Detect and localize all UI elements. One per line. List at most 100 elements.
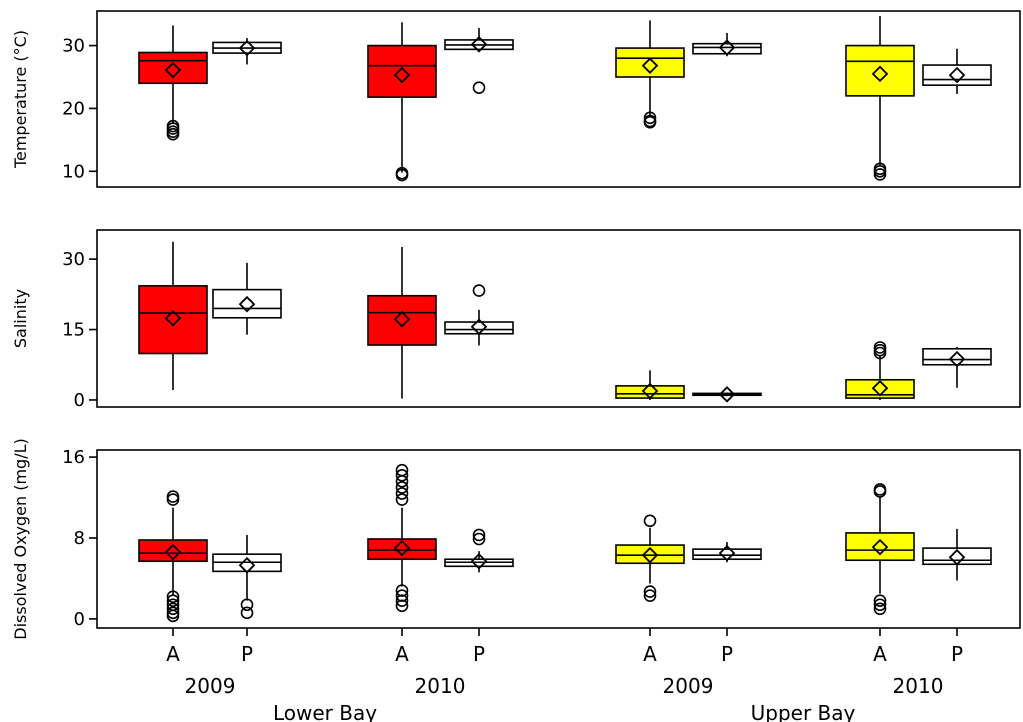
mean-marker [871,379,889,397]
x-category-label: P [473,642,485,666]
outlier-point [395,584,409,597]
outlier-point [472,284,486,297]
box-iqr [922,347,992,366]
mean-marker [718,386,736,403]
outlier-point [873,164,887,178]
panel-frame [96,449,1021,629]
outlier-point [873,168,887,181]
year-label: 2010 [415,674,466,698]
box-p-6 [692,33,762,57]
outlier-point [166,127,180,141]
y-axis-title: Dissolved Oxygen (mg/L) [11,438,30,640]
box-p-2 [212,262,282,335]
box-a-7 [845,341,915,400]
outlier-point [395,493,409,506]
y-tick-label: 0 [74,609,85,630]
outlier-point [166,490,180,503]
y-tick-label: 20 [62,98,85,119]
outlier-point [395,468,409,482]
box-iqr [212,288,282,319]
outlier-point [395,168,409,182]
mean-marker [641,57,659,74]
x-category-label: A [873,642,887,666]
box-iqr [444,321,514,335]
box-iqr [615,385,685,399]
outlier-point [643,585,657,598]
mean-marker [871,65,889,83]
box-iqr [138,539,208,563]
mean-marker [164,61,182,79]
y-tick-label: 0 [74,390,85,411]
outlier-point [240,598,254,612]
outlier-point [873,341,887,354]
box-a-1 [138,490,208,623]
box-iqr [692,548,762,561]
box-a-5 [615,514,685,602]
outlier-point [395,481,409,494]
y-tick-label: 10 [62,161,85,182]
box-a-7 [845,483,915,616]
year-label: 2009 [185,674,236,698]
y-tick-label: 30 [62,36,85,57]
mean-marker [238,295,256,313]
mean-marker [393,66,411,84]
mean-marker [641,546,659,564]
mean-marker [470,318,488,335]
box-iqr [845,378,915,399]
y-axis-title: Temperature (°C) [11,30,30,169]
x-category-label: A [395,642,409,666]
x-category-label: P [951,642,963,666]
outlier-point [472,81,486,94]
box-iqr [367,538,437,561]
box-p-2 [212,38,282,65]
outlier-point [395,589,409,602]
outlier-point [395,594,409,607]
panel-frame [96,229,1021,408]
group-label: Lower Bay [273,701,377,722]
outlier-point [166,122,180,135]
outlier-point [873,485,887,498]
box-a-3 [367,22,437,182]
y-axis-title: Salinity [11,289,30,348]
box-a-5 [615,370,685,400]
box-p-4 [444,528,514,573]
box-p-2 [212,534,282,620]
box-a-1 [138,25,208,141]
mean-marker [718,544,736,562]
box-iqr [367,44,437,98]
box-iqr [367,294,437,346]
outlier-point [873,594,887,607]
y-tick-label: 30 [62,249,85,270]
box-p-4 [444,27,514,94]
panel-frame [96,10,1021,188]
outlier-point [472,528,486,542]
outlier-point [873,598,887,612]
panel-2: 0 15 30 Salinity [11,229,1021,411]
box-iqr [138,51,208,85]
mean-marker [948,350,966,368]
outlier-point [395,599,409,613]
year-label: 2009 [663,674,714,698]
mean-marker [470,552,488,570]
outlier-point [873,602,887,616]
outlier-point [643,115,657,129]
box-iqr [138,285,208,355]
outlier-point [166,590,180,603]
outlier-point [166,594,180,607]
x-category-label: A [166,642,180,666]
mean-marker [238,39,256,57]
box-p-4 [444,284,514,346]
outlier-point [240,606,254,620]
outlier-point [643,589,657,602]
box-iqr [692,42,762,55]
y-tick-label: 16 [62,447,85,468]
box-iqr [615,47,685,78]
box-a-3 [367,463,437,613]
year-label: 2010 [893,674,944,698]
box-p-6 [692,542,762,563]
mean-marker [470,36,488,53]
y-tick-label: 8 [74,528,85,549]
box-iqr [845,532,915,562]
mean-marker [238,557,256,574]
panel-1: 10 20 30 Temperature (°C) [11,10,1021,188]
